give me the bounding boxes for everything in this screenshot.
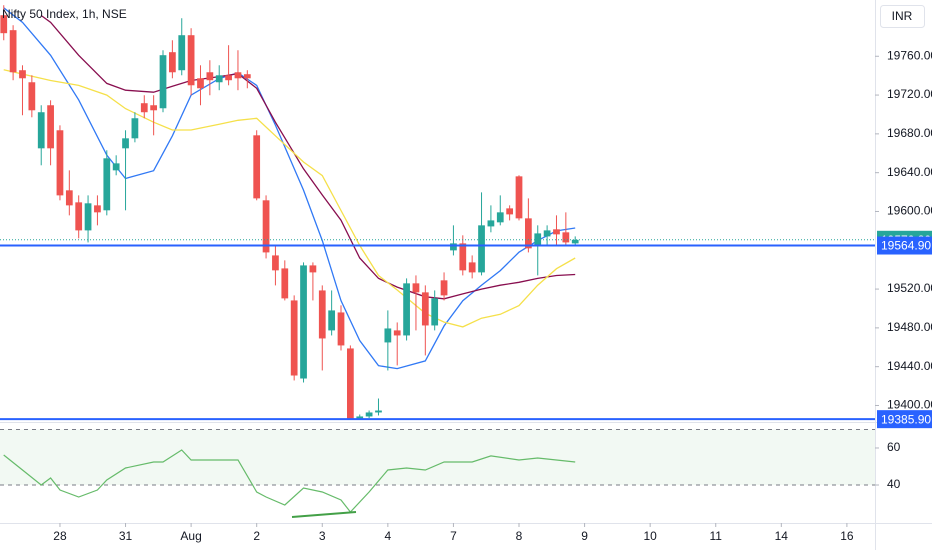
x-tick-label: Aug (180, 529, 201, 543)
candle-body (421, 292, 429, 326)
candle-body (459, 243, 467, 271)
candle-body (328, 310, 336, 331)
x-tick-label: 28 (53, 529, 67, 543)
candle-body (309, 265, 317, 273)
candle-body (9, 30, 17, 73)
x-tick-label: 11 (710, 529, 723, 543)
candle-body (215, 75, 223, 83)
candle-body (478, 225, 485, 273)
price-tag (877, 236, 932, 255)
candle-body (290, 300, 298, 376)
candle-body (253, 135, 261, 199)
candle-body (356, 416, 364, 419)
x-tick-label: 31 (119, 529, 133, 543)
candle-body (140, 103, 148, 113)
y-tick-label: 19520.00 (887, 281, 932, 295)
candle-body (94, 205, 101, 213)
candle-body (206, 72, 214, 81)
price-tag-label: 19564.90 (881, 239, 931, 253)
candle-body (562, 232, 570, 243)
candle-body (19, 70, 26, 79)
y-tick-label: 19640.00 (887, 165, 932, 179)
candle-body (122, 138, 129, 149)
candle-body (403, 283, 410, 336)
x-tick-label: 4 (385, 529, 392, 543)
chart-title: Nifty 50 Index, 1h, NSE (2, 7, 127, 21)
currency-box[interactable] (880, 5, 925, 28)
x-tick-label: 3 (319, 529, 326, 543)
candle-body (506, 208, 514, 215)
candle-body (300, 265, 307, 379)
candle-body (187, 35, 195, 86)
candle-body (178, 35, 186, 71)
x-tick-label: 2 (253, 529, 260, 543)
x-tick-label: 7 (450, 529, 457, 543)
candle-body (281, 268, 289, 299)
x-tick-label: 10 (643, 529, 657, 543)
candle-body (225, 75, 232, 81)
candle-body (553, 229, 560, 235)
rsi-y-tick-label: 40 (887, 477, 901, 491)
candle-body (496, 212, 504, 223)
currency-label[interactable]: INR (892, 9, 913, 23)
y-tick-label: 19400.00 (887, 398, 932, 412)
candle-body (375, 410, 382, 413)
candle-body (0, 15, 8, 34)
candle-body (131, 118, 139, 139)
candle-body (365, 412, 373, 417)
plot-area (0, 5, 875, 513)
candle-body (28, 82, 36, 111)
candle-body (468, 262, 476, 273)
y-tick-label: 19760.00 (887, 48, 932, 62)
y-tick-label: 19600.00 (887, 204, 932, 218)
candle-body (150, 105, 158, 111)
y-tick-label: 19720.00 (887, 87, 932, 101)
candle-body (487, 220, 495, 227)
moving-average-line (40, 14, 576, 300)
rsi-band-fill (0, 429, 875, 485)
x-tick-label: 14 (775, 529, 789, 543)
candle-body (431, 298, 439, 326)
candle-body (450, 243, 457, 251)
x-tick-label: 16 (840, 529, 854, 543)
candle-body (234, 72, 242, 79)
candle-body (65, 190, 73, 206)
y-tick-label: 19440.00 (887, 359, 932, 373)
candle-body (571, 239, 579, 244)
candle-body (393, 330, 401, 336)
divergence-line (291, 511, 357, 518)
x-tick-label: 9 (581, 529, 588, 543)
candle-body (56, 130, 64, 196)
candle-body (384, 328, 392, 343)
candle-body (272, 255, 279, 271)
x-tick-label: 8 (516, 529, 523, 543)
candle-body (347, 348, 354, 419)
candle-body (47, 105, 54, 149)
candle-body (440, 280, 448, 296)
y-tick-label: 19480.00 (887, 320, 932, 334)
rsi-y-tick-label: 60 (887, 440, 901, 454)
candle-body (197, 78, 204, 89)
candle-body (75, 202, 83, 231)
rsi-line (3, 449, 576, 513)
candle-body (112, 163, 120, 171)
price-tag (877, 410, 932, 429)
candle-body (243, 74, 251, 79)
candle-body (84, 203, 92, 231)
candle-body (412, 283, 420, 293)
price-tag-label: 19385.90 (881, 412, 931, 426)
candle-body (262, 200, 270, 253)
candle-body (515, 176, 523, 219)
y-tick-label: 19680.00 (887, 126, 932, 140)
candle-body (169, 52, 176, 73)
candle-body (318, 290, 326, 339)
candle-body (337, 312, 345, 346)
candle-body (103, 158, 111, 211)
candle-body (159, 55, 167, 109)
candle-body (525, 218, 532, 249)
candle-body (543, 230, 551, 237)
candle-body (37, 112, 45, 149)
